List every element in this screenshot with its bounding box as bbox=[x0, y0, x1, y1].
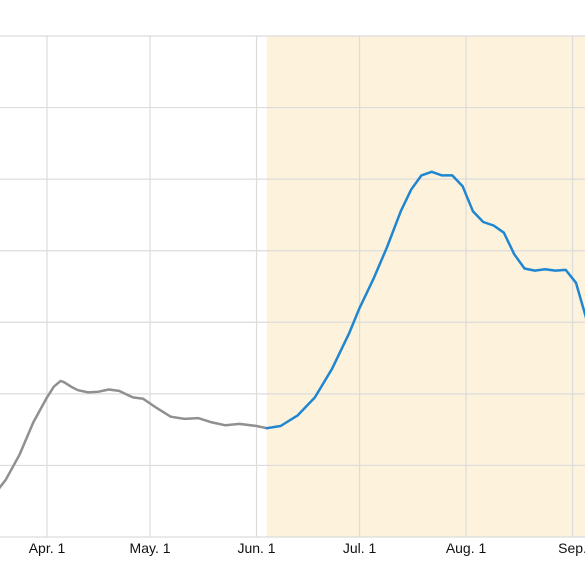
grid-layer bbox=[0, 35, 585, 538]
shaded-region-layer bbox=[266, 36, 585, 537]
x-tick-label: Aug. 1 bbox=[446, 540, 487, 556]
x-tick-label: Sep. bbox=[558, 540, 585, 556]
series-layer bbox=[0, 170, 585, 490]
x-axis-tick-labels: Apr. 1 May. 1 Jun. 1 Jul. 1 Aug. 1 Sep. bbox=[29, 540, 585, 556]
x-tick-label: May. 1 bbox=[130, 540, 171, 556]
series-line-2 bbox=[265, 170, 585, 430]
shaded-region bbox=[266, 36, 585, 537]
series-line-1 bbox=[0, 379, 269, 490]
x-tick-label: Jun. 1 bbox=[237, 540, 275, 556]
x-tick-label: Apr. 1 bbox=[29, 540, 66, 556]
x-tick-label: Jul. 1 bbox=[343, 540, 377, 556]
